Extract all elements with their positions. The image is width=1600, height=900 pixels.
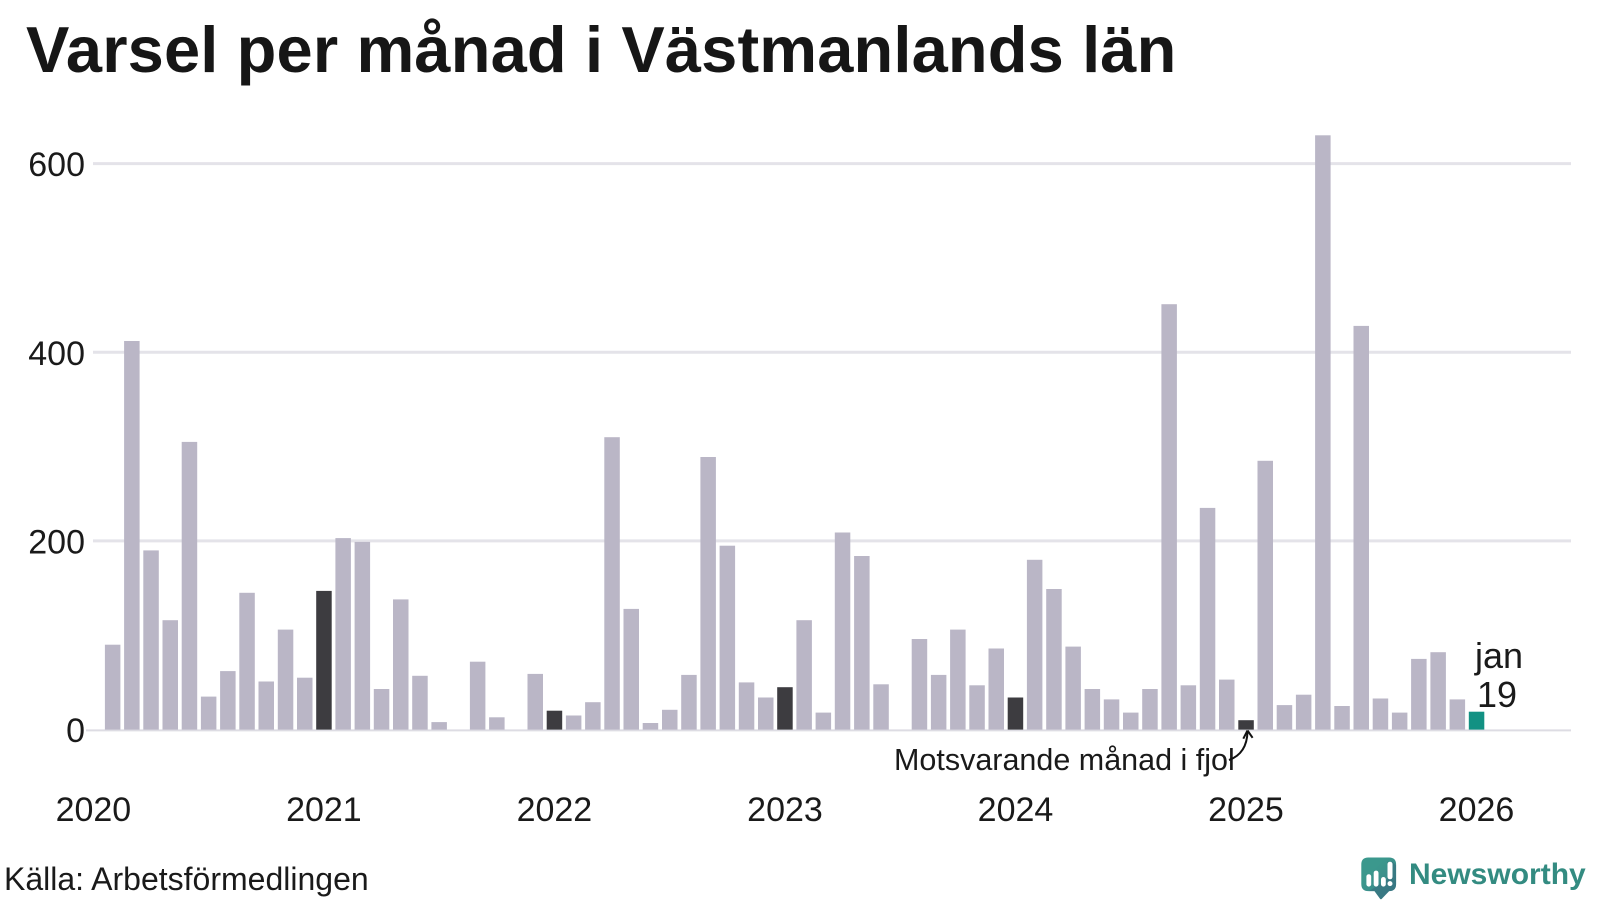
svg-text:Motsvarande månad i fjol: Motsvarande månad i fjol xyxy=(894,743,1235,777)
svg-text:2026: 2026 xyxy=(1439,791,1515,829)
svg-text:2022: 2022 xyxy=(517,791,593,829)
svg-text:400: 400 xyxy=(28,335,85,373)
svg-text:2021: 2021 xyxy=(286,791,362,829)
svg-text:200: 200 xyxy=(28,523,85,561)
svg-text:jan: jan xyxy=(1474,635,1523,676)
svg-text:0: 0 xyxy=(66,712,85,750)
svg-text:2025: 2025 xyxy=(1208,791,1284,829)
svg-text:600: 600 xyxy=(28,146,85,184)
svg-text:Newsworthy: Newsworthy xyxy=(1409,858,1586,891)
svg-text:Källa: Arbetsförmedlingen: Källa: Arbetsförmedlingen xyxy=(4,861,369,897)
svg-text:Varsel per månad i Västmanland: Varsel per månad i Västmanlands län xyxy=(26,13,1176,86)
svg-text:2024: 2024 xyxy=(978,791,1054,829)
svg-text:2020: 2020 xyxy=(56,791,132,829)
svg-text:19: 19 xyxy=(1477,674,1517,715)
svg-text:2023: 2023 xyxy=(747,791,823,829)
